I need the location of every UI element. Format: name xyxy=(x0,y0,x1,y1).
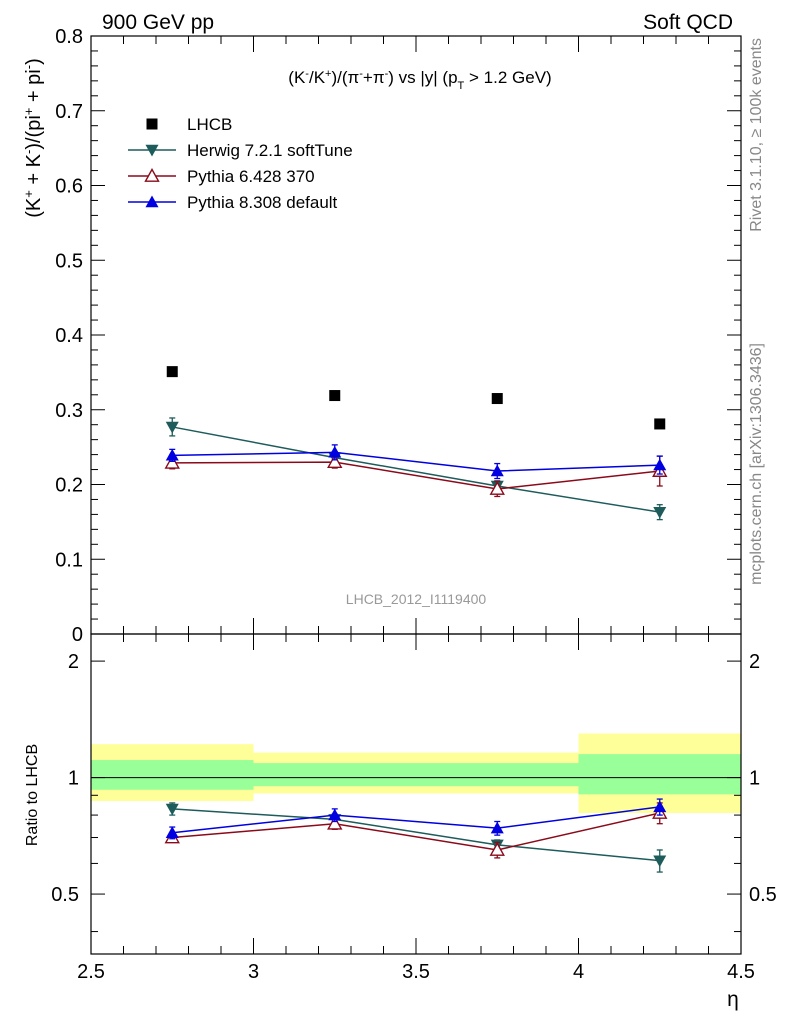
ratio-xtick-label: 3 xyxy=(248,961,259,983)
main-point-pythia8 xyxy=(653,458,667,471)
ratio-point-pythia6 xyxy=(327,815,343,830)
band-inner-0 xyxy=(91,760,254,790)
rivet-label: Rivet 3.1.10, ≥ 100k events xyxy=(748,38,765,232)
band-inner-1 xyxy=(253,763,579,787)
header-right: Soft QCD xyxy=(643,11,733,34)
x-axis-label: η xyxy=(727,988,739,1011)
legend-label-data: LHCB xyxy=(187,115,232,134)
main-ytick-label: 0.7 xyxy=(55,101,83,123)
legend-marker-data xyxy=(146,118,158,130)
ratio-point-pythia8 xyxy=(653,800,667,813)
ratio-ylabel: Ratio to LHCB xyxy=(24,744,41,846)
main-point-pythia6 xyxy=(327,454,343,468)
ratio-ytick-label-right: 1 xyxy=(749,768,760,790)
main-point-pythia8 xyxy=(490,464,504,477)
ratio-xtick-label: 3.5 xyxy=(402,961,430,983)
ratio-point-pythia8 xyxy=(165,826,179,838)
analysis-id: LHCB_2012_I1119400 xyxy=(346,591,487,607)
ratio-ytick-label: 0.5 xyxy=(51,884,79,906)
header-left: 900 GeV pp xyxy=(102,11,214,34)
ratio-line-herwig xyxy=(172,808,660,862)
ratio-series xyxy=(164,798,668,873)
main-ytick-label: 0.5 xyxy=(55,250,83,272)
main-point-data xyxy=(491,393,503,405)
mcplots-label: mcplots.cern.ch [arXiv:1306.3436] xyxy=(748,343,765,585)
legend-label-pythia8: Pythia 8.308 default xyxy=(187,193,338,212)
main-ylabel: (K+ + K-)/(pi+ + pi-) xyxy=(21,58,46,218)
main-point-pythia6 xyxy=(489,481,505,495)
ratio-xtick-label: 4.5 xyxy=(727,961,755,983)
ratio-line-pythia6 xyxy=(172,812,660,851)
main-line-pythia6 xyxy=(172,461,660,490)
main-ytick-label: 0 xyxy=(72,624,83,646)
ratio-point-herwig xyxy=(165,803,179,816)
legend: LHCB Herwig 7.2.1 softTune Pythia 6.428 37… xyxy=(128,115,353,212)
main-series xyxy=(164,366,668,521)
ratio-point-pythia8 xyxy=(328,808,342,821)
legend-label-herwig: Herwig 7.2.1 softTune xyxy=(187,141,353,160)
ratio-ytick-label: 1 xyxy=(68,768,79,790)
main-point-pythia6 xyxy=(164,454,180,469)
main-ytick-label: 0.1 xyxy=(55,549,83,571)
chart-title: (K-/K+)/(π-+π-) vs |y| (pT > 1.2 GeV) xyxy=(288,68,551,92)
main-line-herwig xyxy=(172,426,660,513)
ratio-ytick-label: 2 xyxy=(68,651,79,673)
legend-marker-pythia8 xyxy=(145,195,159,208)
main-ytick-label: 0.6 xyxy=(55,176,83,198)
main-ytick-label: 0.8 xyxy=(55,26,83,48)
ratio-ytick-label-right: 2 xyxy=(749,651,760,673)
ratio-point-pythia8 xyxy=(490,821,504,834)
main-point-pythia8 xyxy=(328,445,342,458)
main-line-pythia8 xyxy=(172,451,660,472)
ratio-axes: 2.5 3 3.5 4 4.5 0.5 0.5 1 1 2 2 xyxy=(51,633,777,983)
main-point-data xyxy=(166,366,178,378)
main-point-herwig xyxy=(653,506,667,519)
ratio-xtick-label: 4 xyxy=(573,961,584,983)
ratio-point-pythia6 xyxy=(489,842,505,856)
ratio-line-pythia8 xyxy=(172,806,660,834)
legend-label-pythia6: Pythia 6.428 370 xyxy=(187,167,315,186)
main-point-data xyxy=(654,418,666,430)
main-ytick-label: 0.4 xyxy=(55,325,83,347)
ratio-point-herwig xyxy=(653,855,667,868)
ratio-bands xyxy=(91,733,741,813)
band-inner-2 xyxy=(578,754,741,795)
main-axes: 0 0.1 0.2 0.3 0.4 0.5 0.6 0.7 0.8 xyxy=(55,26,742,646)
ratio-xtick-label: 2.5 xyxy=(77,961,105,983)
main-point-herwig xyxy=(165,421,179,434)
main-ytick-label: 0.3 xyxy=(55,400,83,422)
ratio-ytick-label-right: 0.5 xyxy=(749,884,777,906)
main-ytick-label: 0.2 xyxy=(55,475,83,497)
main-point-data xyxy=(329,390,341,402)
main-point-pythia8 xyxy=(165,448,179,461)
legend-marker-pythia6 xyxy=(144,168,160,182)
legend-marker-herwig xyxy=(145,144,159,157)
